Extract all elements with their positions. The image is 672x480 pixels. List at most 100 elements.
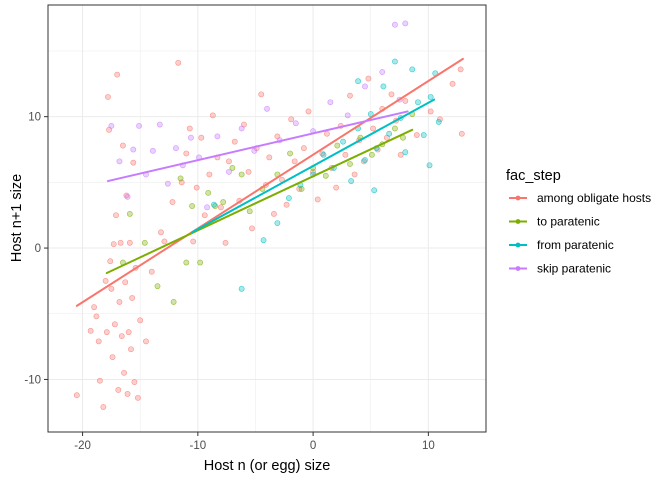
data-point (222, 239, 229, 246)
data-point (135, 394, 141, 401)
data-point (351, 171, 358, 178)
data-point (107, 258, 114, 265)
legend-item: to paratenic (509, 215, 600, 229)
data-point (102, 278, 109, 284)
data-point (137, 317, 144, 324)
legend-label: skip paratenic (537, 262, 611, 276)
panel-background (48, 5, 486, 432)
legend-label: from paratenic (537, 238, 614, 252)
data-point (347, 161, 353, 167)
data-point (322, 172, 329, 179)
scatter-points (73, 20, 465, 410)
data-point (109, 354, 116, 361)
data-point (362, 83, 368, 90)
legend-key-point (515, 242, 521, 248)
y-tick-label: -10 (24, 374, 41, 386)
data-point (105, 94, 111, 100)
data-point (120, 142, 126, 149)
data-point (260, 237, 267, 244)
data-point (186, 125, 193, 132)
data-point (170, 299, 177, 305)
trend-line (191, 98, 436, 234)
data-point (217, 204, 224, 211)
data-point (193, 184, 200, 191)
data-point (229, 165, 236, 171)
data-point (266, 154, 273, 161)
data-point (164, 180, 171, 187)
data-point (214, 133, 221, 140)
data-point (367, 111, 374, 117)
data-point (129, 295, 136, 301)
data-point (116, 158, 123, 165)
data-point (392, 125, 398, 132)
data-point (238, 125, 245, 132)
data-point (116, 299, 123, 305)
data-point (220, 199, 227, 205)
data-point (246, 208, 253, 215)
data-point (73, 392, 80, 399)
data-point (154, 283, 161, 290)
data-point (87, 327, 94, 334)
data-point (342, 151, 349, 158)
data-point (348, 178, 355, 184)
data-point (271, 211, 277, 217)
trend-lines (75, 57, 464, 307)
data-point (156, 121, 163, 128)
plot-panel (47, 4, 487, 433)
legend-item: from paratenic (509, 238, 614, 252)
data-point (288, 116, 295, 123)
data-point (402, 98, 409, 104)
data-point (380, 83, 387, 90)
data-point (420, 132, 427, 138)
data-point (327, 99, 334, 106)
x-tick-label: -20 (74, 440, 91, 452)
data-point (285, 195, 292, 202)
data-point (130, 159, 137, 166)
y-tick-label: 0 (35, 243, 41, 255)
legend-key-point (515, 219, 521, 224)
data-point (409, 66, 416, 73)
data-point (188, 134, 194, 141)
data-point (141, 239, 148, 246)
data-point (115, 387, 122, 393)
data-point (124, 193, 131, 200)
data-point (314, 196, 321, 203)
data-point (402, 149, 409, 156)
data-point (183, 259, 190, 266)
data-point (388, 91, 395, 98)
data-point (392, 21, 398, 28)
data-point (238, 285, 245, 292)
data-point (457, 66, 464, 73)
data-point (291, 158, 298, 165)
data-point (379, 69, 386, 75)
data-point (245, 168, 252, 175)
data-point (91, 304, 98, 311)
trend-line (106, 110, 409, 183)
data-point (124, 390, 131, 397)
data-point (201, 212, 208, 219)
data-point (143, 338, 149, 345)
data-point (189, 203, 195, 209)
data-point (226, 168, 232, 175)
data-point (413, 132, 420, 138)
data-point (206, 171, 213, 178)
data-point (370, 125, 376, 132)
data-point (197, 259, 204, 266)
data-point (402, 20, 409, 27)
data-point (231, 138, 238, 145)
data-point (169, 199, 176, 205)
data-point (130, 146, 137, 153)
data-point (426, 162, 433, 169)
data-point (122, 279, 129, 286)
data-point (177, 175, 184, 182)
data-point (292, 120, 299, 127)
data-point (173, 145, 179, 152)
data-point (264, 105, 270, 112)
legend-key-point (515, 195, 521, 201)
data-point (334, 142, 341, 149)
legend-key-point (515, 266, 521, 271)
data-point (211, 201, 217, 208)
data-point (458, 130, 465, 137)
data-point (118, 333, 125, 339)
